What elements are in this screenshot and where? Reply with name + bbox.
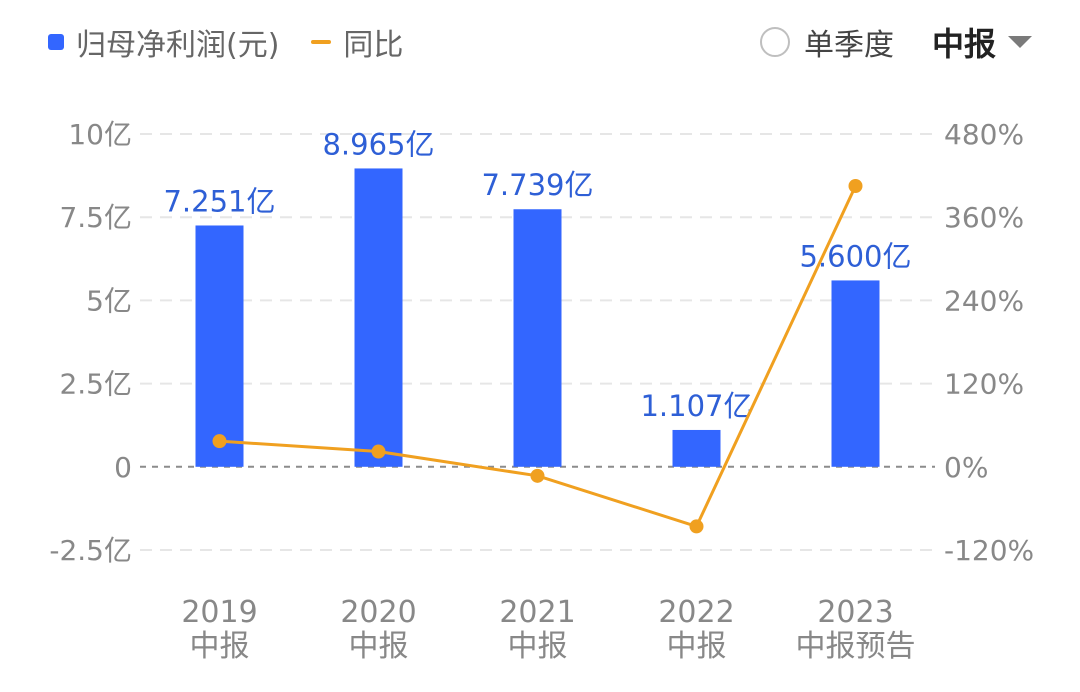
bar-value-label: 1.107亿	[640, 389, 752, 423]
yoy-line-series	[212, 179, 863, 534]
left-axis-ticks: 10亿 7.5亿 5亿 2.5亿 0 -2.5亿	[49, 118, 132, 567]
right-tick-label: -120%	[944, 534, 1034, 567]
x-axis-labels: 2019 中报 2020 中报 2021 中报 2022 中报 2023 中报预告	[181, 595, 915, 664]
legend: 归母净利润(元) 同比	[48, 20, 435, 64]
right-tick-label: 480%	[944, 118, 1024, 151]
left-tick-label: 2.5亿	[59, 368, 132, 401]
bar-1[interactable]	[354, 168, 403, 467]
bar-value-label: 8.965亿	[322, 127, 434, 161]
yoy-point-2[interactable]	[530, 468, 545, 483]
right-tick-label: 0%	[944, 451, 988, 484]
x-tick-label: 2023 中报预告	[796, 595, 916, 664]
bar-value-label: 7.739亿	[481, 168, 593, 202]
legend-bar-swatch	[48, 34, 64, 50]
x-tick-label: 2022 中报	[658, 595, 734, 664]
legend-item-net-profit[interactable]: 归母净利润(元)	[48, 20, 279, 64]
x-tick-label: 2020 中报	[340, 595, 416, 664]
bar-4[interactable]	[831, 280, 880, 467]
right-tick-label: 120%	[944, 368, 1024, 401]
left-tick-label: -2.5亿	[49, 534, 132, 567]
bar-0[interactable]	[195, 225, 244, 467]
yoy-point-0[interactable]	[212, 434, 227, 449]
period-dropdown[interactable]: 中报	[932, 19, 1032, 65]
yoy-point-3[interactable]	[689, 519, 704, 534]
legend-line-swatch	[311, 40, 332, 44]
left-tick-label: 7.5亿	[59, 201, 132, 234]
quarterly-radio[interactable]	[759, 27, 790, 57]
caret-down-icon	[1008, 36, 1032, 48]
yoy-point-4[interactable]	[848, 179, 863, 193]
right-tick-label: 360%	[944, 201, 1024, 234]
right-axis-ticks: 480% 360% 240% 120% 0% -120%	[944, 118, 1034, 567]
yoy-point-1[interactable]	[371, 444, 386, 459]
quarterly-label: 单季度	[803, 28, 894, 63]
bar-3[interactable]	[672, 429, 721, 467]
x-tick-label: 2019 中报	[181, 595, 257, 664]
legend-label-yoy: 同比	[343, 28, 404, 63]
left-tick-label: 10亿	[68, 118, 132, 151]
right-tick-label: 240%	[944, 284, 1024, 317]
chart-controls: 单季度 中报	[759, 19, 1032, 65]
x-tick-label: 2021 中报	[499, 595, 575, 664]
legend-label-net-profit: 归母净利润(元)	[76, 28, 280, 63]
bar-series	[195, 168, 880, 467]
bar-2[interactable]	[513, 209, 562, 467]
left-tick-label: 0	[114, 451, 132, 484]
bar-value-label: 7.251亿	[163, 184, 275, 218]
period-dropdown-label: 中报	[931, 25, 996, 63]
left-tick-label: 5亿	[86, 284, 132, 317]
legend-item-yoy[interactable]: 同比	[311, 20, 403, 64]
